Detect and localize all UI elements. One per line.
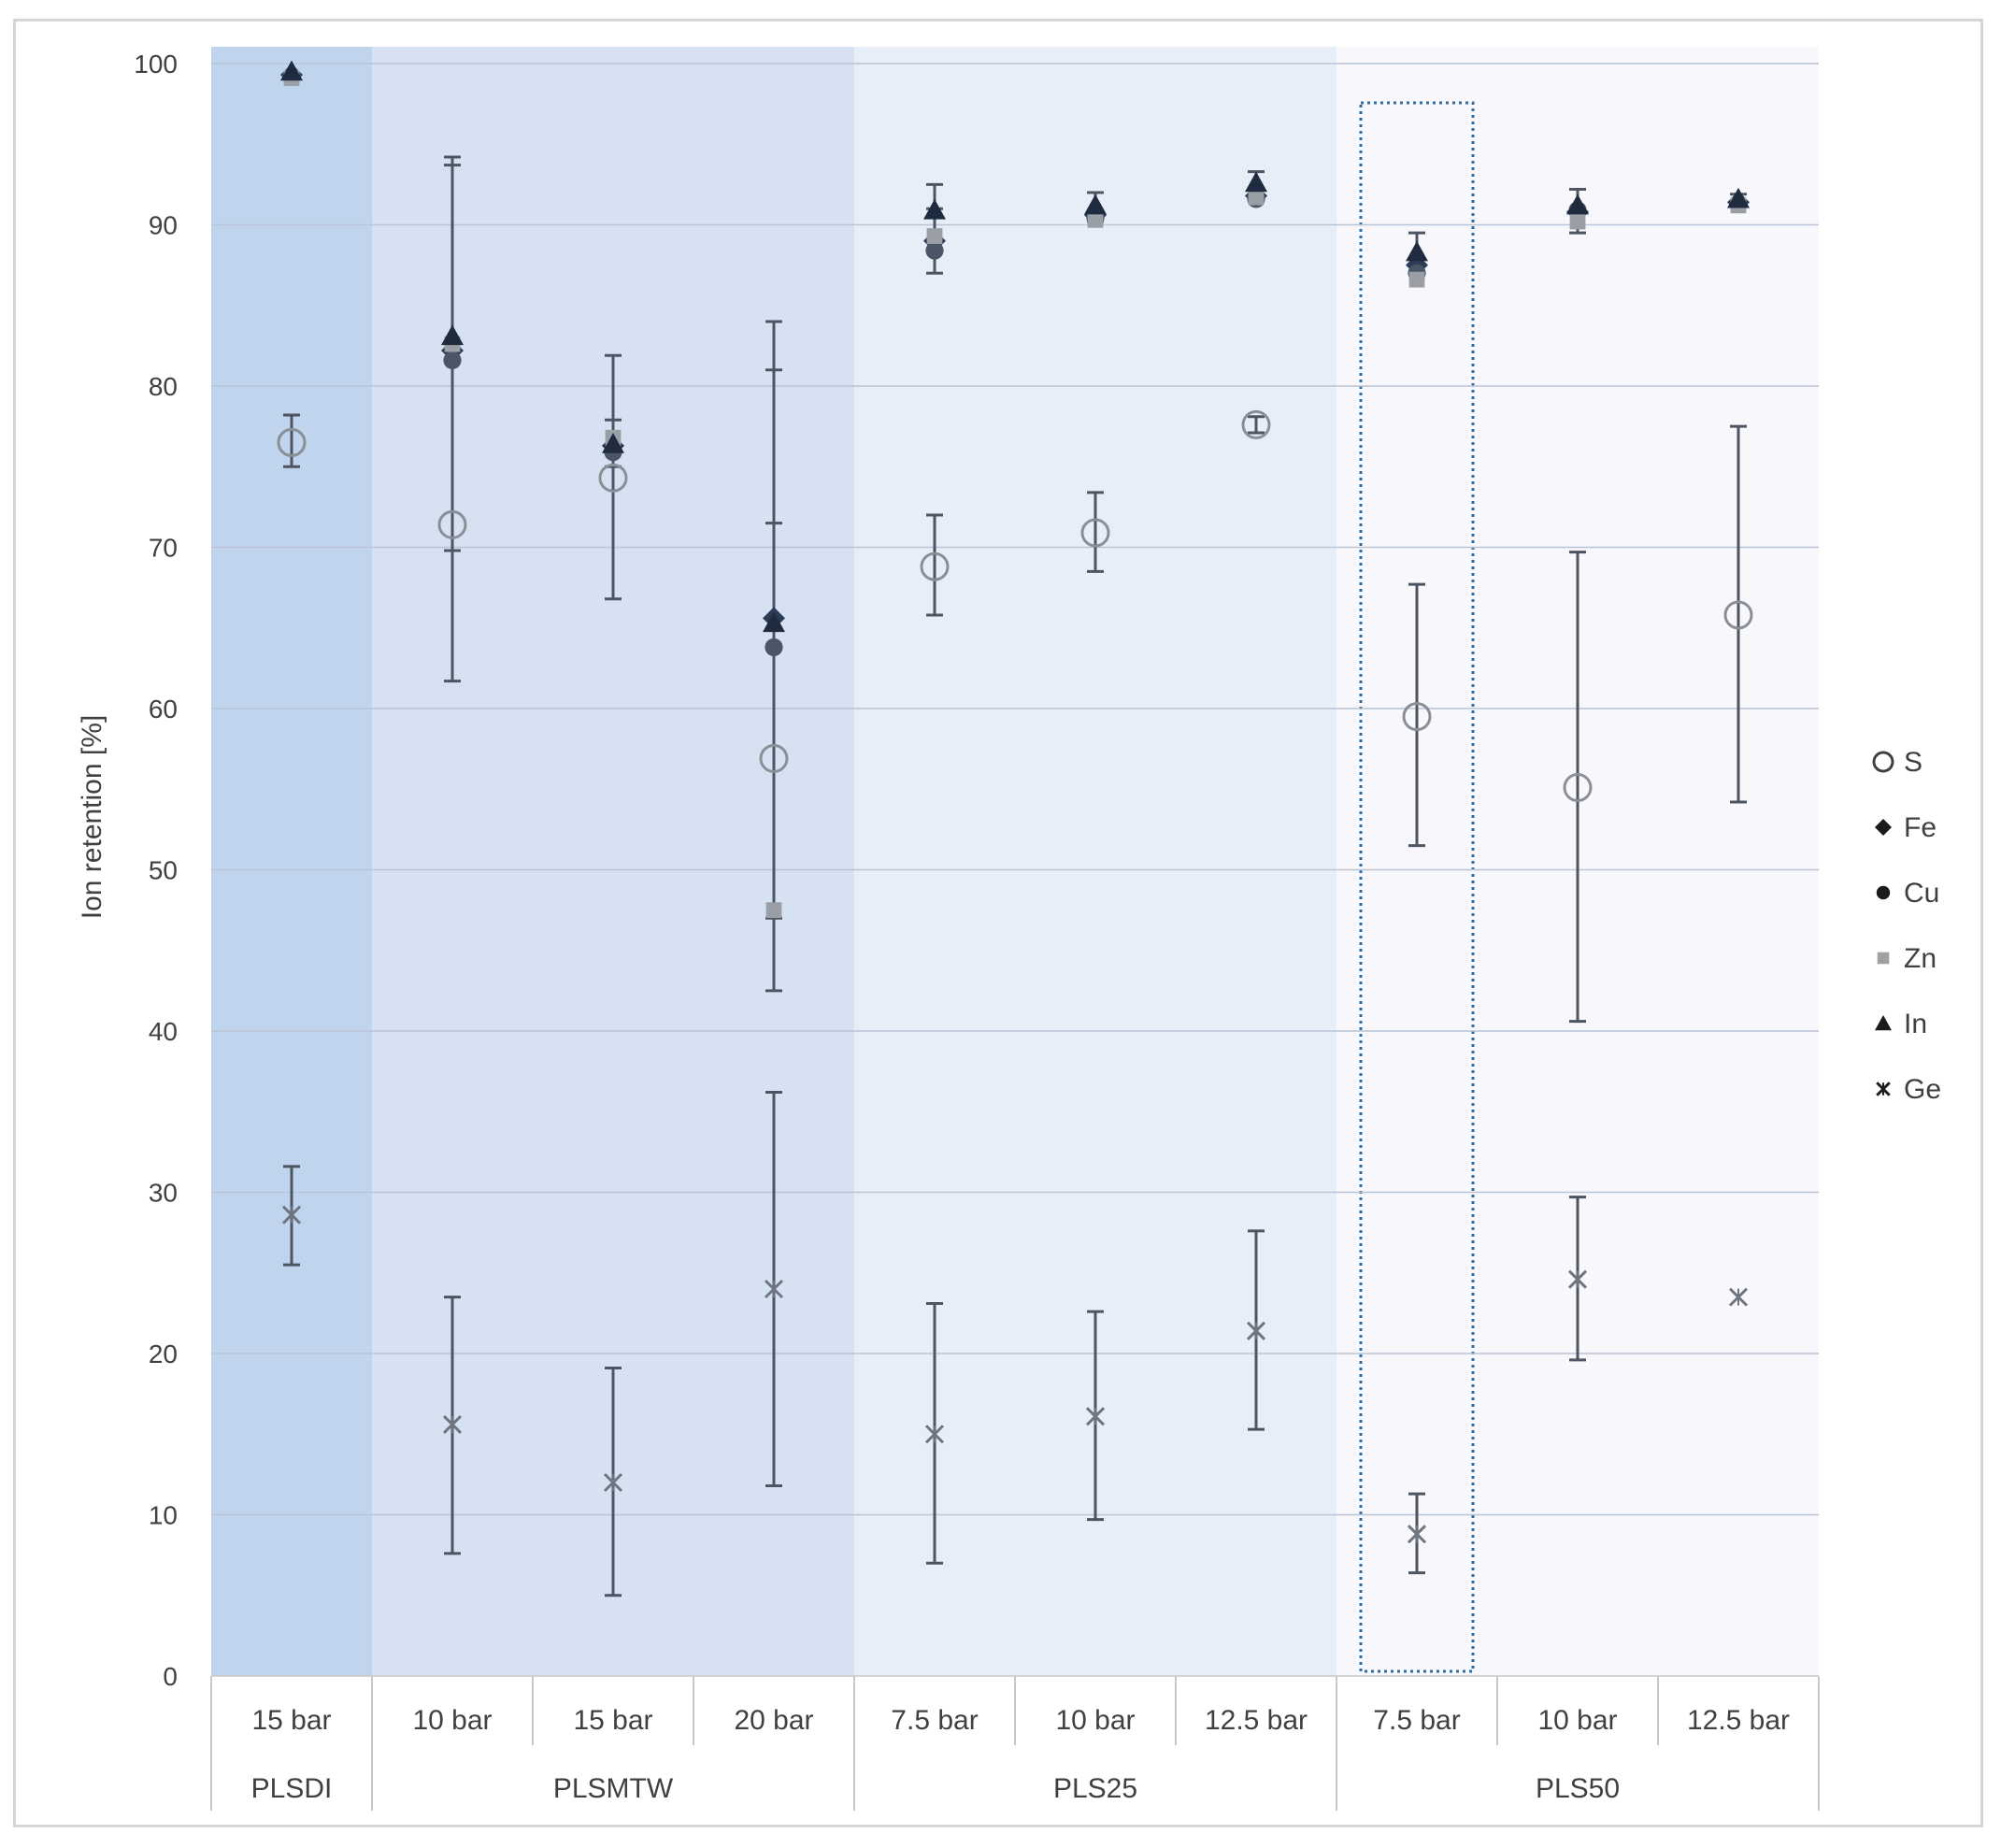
y-tick-label: 50 [149,856,178,885]
x-group-label: PLSDI [251,1773,333,1804]
x-group-label: PLSMTW [553,1773,674,1804]
point-in [280,60,303,81]
y-tick-label: 10 [149,1501,178,1530]
group-band-plsdi [211,47,372,1676]
legend: S Fe Cu Zn In Ge [1872,747,1941,1105]
x-category-label: 10 bar [412,1705,492,1736]
legend-marker-zn [1877,952,1890,965]
chart-frame [13,19,1983,1827]
x-category-label: 12.5 bar [1687,1705,1790,1736]
x-category-label: 7.5 bar [891,1705,978,1736]
x-category-label: 20 bar [734,1705,813,1736]
point-zn [926,228,943,244]
point-in [1084,193,1107,215]
point-in [763,611,785,633]
point-zn [1248,189,1265,206]
legend-label-cu: Cu [1904,878,1939,909]
point-ge [442,1414,463,1434]
y-tick-labels: 0 10 20 30 40 50 60 70 80 90 100 [134,50,178,1691]
point-s [1080,518,1110,548]
point-in [1727,187,1750,208]
x-group-label: PLS25 [1053,1773,1137,1804]
x-group-label: PLS50 [1536,1773,1620,1804]
point-in [923,198,946,220]
legend-marker-fe [1875,819,1892,836]
x-category-label: 12.5 bar [1205,1705,1308,1736]
y-tick-label: 70 [149,534,178,563]
point-ge [281,1205,302,1225]
legend-label-zn: Zn [1904,943,1937,974]
legend-marker-in [1875,1015,1892,1031]
legend-label-fe: Fe [1904,812,1937,843]
y-tick-label: 20 [149,1339,178,1368]
point-s [759,743,789,773]
point-in [441,324,464,346]
point-in [1566,193,1589,215]
y-tick-label: 60 [149,695,178,723]
point-s [1563,773,1593,803]
y-tick-label: 100 [134,50,178,79]
y-tick-label: 40 [149,1017,178,1046]
point-ge [603,1472,623,1493]
y-tick-label: 0 [163,1662,178,1691]
x-category-label: 10 bar [1055,1705,1135,1736]
point-s [1402,702,1432,732]
x-category-label: 15 bar [251,1705,331,1736]
highlight-rect [1359,101,1475,1673]
highlight-box [1359,101,1475,1673]
y-tick-label: 90 [149,211,178,240]
legend-marker-ge [1876,1082,1891,1096]
point-cu [765,637,783,657]
x-axis: 15 bar 10 bar 15 bar 20 bar 7.5 bar 10 bar 12.… [210,1676,1820,1811]
point-in [1406,240,1428,262]
data-points [277,60,1753,1544]
point-zn [765,902,782,919]
point-s [598,463,628,493]
y-tick-label: 80 [149,372,178,401]
point-cu [443,351,462,369]
legend-label-ge: Ge [1904,1074,1941,1105]
point-zn [1569,213,1586,230]
point-ge [924,1425,945,1444]
x-category-label: 15 bar [573,1705,652,1736]
point-s [277,427,307,457]
x-category-label: 10 bar [1537,1705,1617,1736]
point-zn [1408,271,1425,288]
point-s [437,509,467,539]
point-ge [1246,1321,1266,1340]
point-cu [925,241,944,260]
legend-marker-cu [1876,885,1891,900]
point-ge [1728,1287,1749,1307]
point-ge [1085,1407,1106,1426]
point-zn [1087,211,1104,228]
point-s [1241,409,1271,439]
gridlines [211,63,1819,1677]
point-ge [1567,1269,1588,1289]
point-ge [1407,1525,1427,1544]
y-tick-label: 30 [149,1179,178,1208]
point-s [1723,600,1753,630]
y-axis-label: Ion retention [%] [77,715,107,919]
legend-label-s: S [1904,747,1922,778]
point-ge [764,1279,784,1299]
point-in [1245,171,1267,193]
point-s [920,552,950,581]
legend-marker-s [1872,751,1894,773]
legend-label-in: In [1904,1009,1927,1039]
x-category-label: 7.5 bar [1373,1705,1460,1736]
point-in [602,433,624,453]
